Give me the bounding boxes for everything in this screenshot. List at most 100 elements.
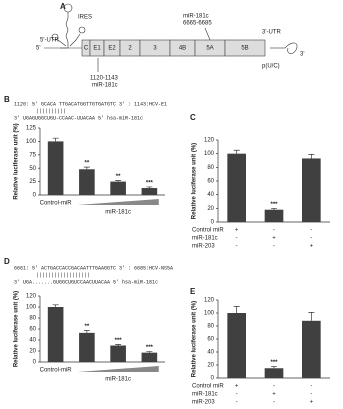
y-tick-label: 100 [26,139,37,145]
error-bar [52,304,59,307]
bar [110,181,126,195]
row-sign: + [235,384,239,390]
y-axis-label: Relative luciferase unit (%) [14,291,20,367]
row-sign: - [236,400,238,406]
error-bar [83,330,90,333]
panel-label: E [190,287,196,296]
row-sign: + [272,236,276,242]
error-bar [146,186,153,189]
row-sign: - [273,228,275,234]
ires-label: IRES [78,15,92,21]
row-label: miR-203 [192,400,215,406]
sequence-line: 1120: 5' GCACA TTGACATGGTTGTGATGTC 3' : … [14,101,167,107]
y-tick-label: 25 [29,179,36,185]
row-sign: + [235,228,239,234]
error-bar [271,365,277,369]
group-label: miR-181c [105,377,131,383]
y-tick-label: 120 [204,298,215,304]
sequence-line: |||||||||||||||||| [36,272,90,278]
utr5-label: 5'-UTR [40,38,59,44]
y-tick-label: 0 [211,376,215,382]
stem [69,33,81,47]
sequence-line: |||||||||| [36,108,66,114]
bar [47,307,64,362]
site-label: miR-181c [183,14,209,20]
bar [302,158,321,222]
row-label: Control miR [192,384,224,390]
y-tick-label: 80 [207,165,214,171]
bar [264,368,284,378]
genome-segment [224,39,266,57]
y-tick-label: 80 [207,324,214,330]
stem [60,12,69,49]
segment-label: 5B [241,46,248,52]
stem [284,42,298,54]
error-bar [146,351,153,353]
dose-wedge [77,199,159,205]
row-sign: - [310,236,312,242]
error-bar [308,154,315,159]
site-label: 6665-6685 [183,21,212,27]
row-label: miR-181c [192,236,218,242]
error-bar [52,137,59,142]
bar [141,352,158,362]
row-sign: - [236,392,238,398]
y-tick-label: 100 [204,151,215,157]
dose-wedge [77,366,159,372]
loop [78,26,86,34]
y-tick-label: 60 [207,337,214,343]
y-tick-label: 40 [207,350,214,356]
utr3-label: 3'-UTR [262,30,281,36]
significance: *** [146,181,154,187]
y-tick-label: 20 [207,363,214,369]
bar [79,169,95,195]
y-axis-label: Relative luciferase unit (%) [14,123,20,199]
y-tick-label: 125 [26,126,37,132]
sequence-line: 3' UGAGUGGCUGU-CCAAC-UUACAA 5' hsa-miR-1… [14,115,143,121]
end3: 3' [300,52,304,58]
bar [110,345,126,362]
y-tick-label: 0 [33,360,37,366]
significance: *** [115,338,123,344]
site-label: 1120-1143 [90,76,118,82]
y-tick-label: 20 [29,349,36,355]
y-tick-label: 60 [29,327,36,333]
panel-label: A [60,2,66,11]
bar [227,153,246,222]
error-bar [233,149,240,154]
bar [227,313,246,378]
significance: ** [85,324,90,330]
panel-label: C [190,113,196,122]
error-bar [271,207,277,210]
y-axis-label: Relative luciferase unit (%) [192,301,198,377]
row-label: miR-181c [192,392,218,398]
group-label: miR-181c [105,210,131,216]
segment-label: 5A [206,46,213,52]
x-tick-label: Control-miR [40,201,73,207]
row-sign: - [273,400,275,406]
segment-label: E1 [93,46,101,52]
genome: C E1 E2 2 3 4B 5A 5B [81,39,266,57]
segment-label: 2 [128,46,132,52]
bar [141,188,158,195]
row-label: Control miR [192,228,224,234]
loop [63,3,73,13]
sequence-line: 3' UGA.......GUGGCUGUCCAACUUACAA 5' hsa-… [14,279,158,285]
significance: ** [116,174,121,180]
y-tick-label: 120 [204,138,215,144]
bar [79,332,95,362]
row-sign: - [310,392,312,398]
error-bar [308,312,315,321]
segment-label: 3 [153,46,157,52]
row-sign: - [273,384,275,390]
panel-label: B [4,95,10,104]
y-tick-label: 20 [207,206,214,212]
significance: *** [146,345,154,351]
end5: 5' [36,46,40,52]
y-tick-label: 50 [29,166,36,172]
segment-label: 4B [179,46,186,52]
bar [302,320,321,378]
bar [47,141,64,195]
site-pointer [204,27,211,41]
y-tick-label: 0 [211,220,215,226]
